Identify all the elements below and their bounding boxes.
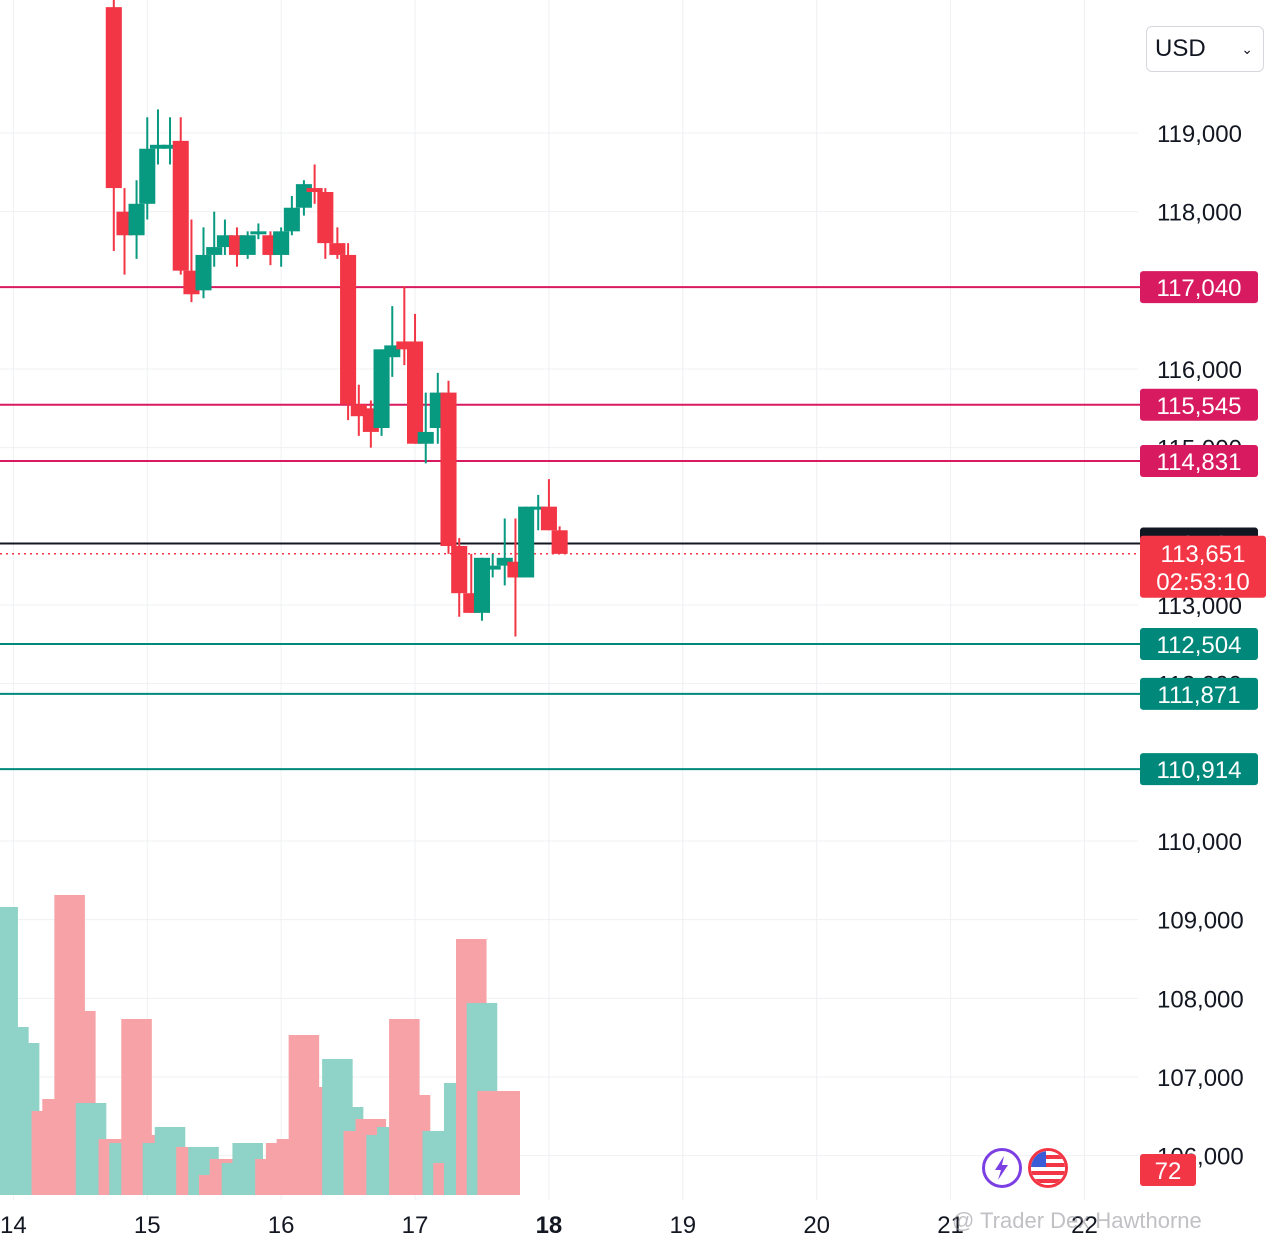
resistance-tag-bg xyxy=(1140,271,1258,304)
candle-body xyxy=(295,184,312,208)
candle-body xyxy=(451,546,468,594)
support-tag-label: 111,871 xyxy=(1157,682,1240,709)
watermark: @ Trader Dex Hawthorne xyxy=(952,1208,1202,1233)
last-price-label: 113,651 xyxy=(1161,541,1246,568)
lightning-icon[interactable] xyxy=(982,1148,1022,1188)
resistance-tag-bg xyxy=(1140,388,1258,421)
candle-body xyxy=(407,341,424,444)
candle-body xyxy=(329,243,346,255)
currency-button[interactable]: USD ⌄ xyxy=(1146,26,1264,72)
support-tag-bg xyxy=(1140,628,1258,661)
price-tags: 117,040 115,545 114,831 112,504 111,871 110,9… xyxy=(1140,271,1266,1186)
candle-body xyxy=(396,341,413,350)
candle-body xyxy=(195,254,212,291)
candle-body xyxy=(496,557,513,566)
candle-body xyxy=(105,7,122,189)
price-tick-label: 116,000 xyxy=(1157,357,1242,384)
time-tick-label: 15 xyxy=(134,1212,161,1239)
price-tick-label: 108,000 xyxy=(1157,986,1244,1013)
candle-body xyxy=(340,254,357,405)
candle-body xyxy=(540,506,557,531)
candle-body xyxy=(128,203,145,236)
candle-body xyxy=(484,565,501,570)
candle-body xyxy=(384,345,401,358)
candle-body xyxy=(149,144,167,149)
countdown-label: 02:53:10 xyxy=(1156,569,1249,596)
candle-body xyxy=(273,231,290,255)
time-tick-label: 18 xyxy=(536,1212,563,1239)
resistance-tag-bg xyxy=(1140,444,1258,477)
candle-body xyxy=(250,231,267,235)
volume-tag-bg xyxy=(1140,1154,1196,1186)
volume-bar xyxy=(489,1091,520,1195)
resistance-tag-label: 117,040 xyxy=(1157,275,1242,302)
candle-body xyxy=(283,207,300,232)
support-tag-bg xyxy=(1140,677,1258,710)
price-tick-label: 107,000 xyxy=(1157,1065,1244,1092)
candle-body xyxy=(317,192,334,244)
candle-body xyxy=(551,530,568,554)
candle-body xyxy=(473,557,491,613)
candle-body xyxy=(239,235,256,255)
candle-body xyxy=(440,392,457,546)
price-tick-label: 109,000 xyxy=(1157,908,1244,935)
time-tick-label: 20 xyxy=(803,1212,830,1239)
support-tag-label: 110,914 xyxy=(1157,757,1242,784)
candle-body xyxy=(373,349,390,428)
resistance-tag-label: 114,831 xyxy=(1157,449,1242,476)
horizontal-lines[interactable] xyxy=(0,286,1140,771)
candle-body xyxy=(417,431,434,444)
support-tag-label: 112,504 xyxy=(1157,632,1242,659)
time-tick-label: 14 xyxy=(0,1212,27,1239)
price-tick-label: 110,000 xyxy=(1157,829,1242,856)
currency-label: USD xyxy=(1155,35,1206,62)
candle-body xyxy=(530,506,547,510)
chart-grid xyxy=(0,0,1138,1200)
price-tick-label: 118,000 xyxy=(1157,200,1242,227)
support-tag-bg xyxy=(1140,753,1258,786)
volume-bars xyxy=(0,895,520,1195)
last-price-tag-bg xyxy=(1140,535,1266,598)
candle-body xyxy=(518,506,535,578)
candle-body xyxy=(172,140,189,271)
volume-tag-label: 72 xyxy=(1155,1158,1182,1185)
time-tick-label: 19 xyxy=(669,1212,696,1239)
candle-body xyxy=(206,247,223,255)
resistance-tag-label: 115,545 xyxy=(1157,393,1242,420)
time-tick-label: 22 xyxy=(1071,1212,1098,1239)
time-axis[interactable]: 14 15 16 17 18 19 20 21 22 xyxy=(0,1212,1098,1239)
candles xyxy=(105,0,568,637)
candle-body xyxy=(216,235,233,248)
time-tick-label: 17 xyxy=(402,1212,429,1239)
candle-body xyxy=(350,404,367,417)
candle-body xyxy=(161,144,179,149)
us-flag-icon[interactable] xyxy=(1028,1148,1068,1188)
price-tick-label: 119,000 xyxy=(1157,121,1242,148)
candle-body xyxy=(139,148,156,204)
candle-body xyxy=(306,188,323,192)
chevron-down-icon: ⌄ xyxy=(1241,40,1253,57)
time-tick-label: 16 xyxy=(268,1212,295,1239)
time-tick-label: 21 xyxy=(937,1212,964,1239)
